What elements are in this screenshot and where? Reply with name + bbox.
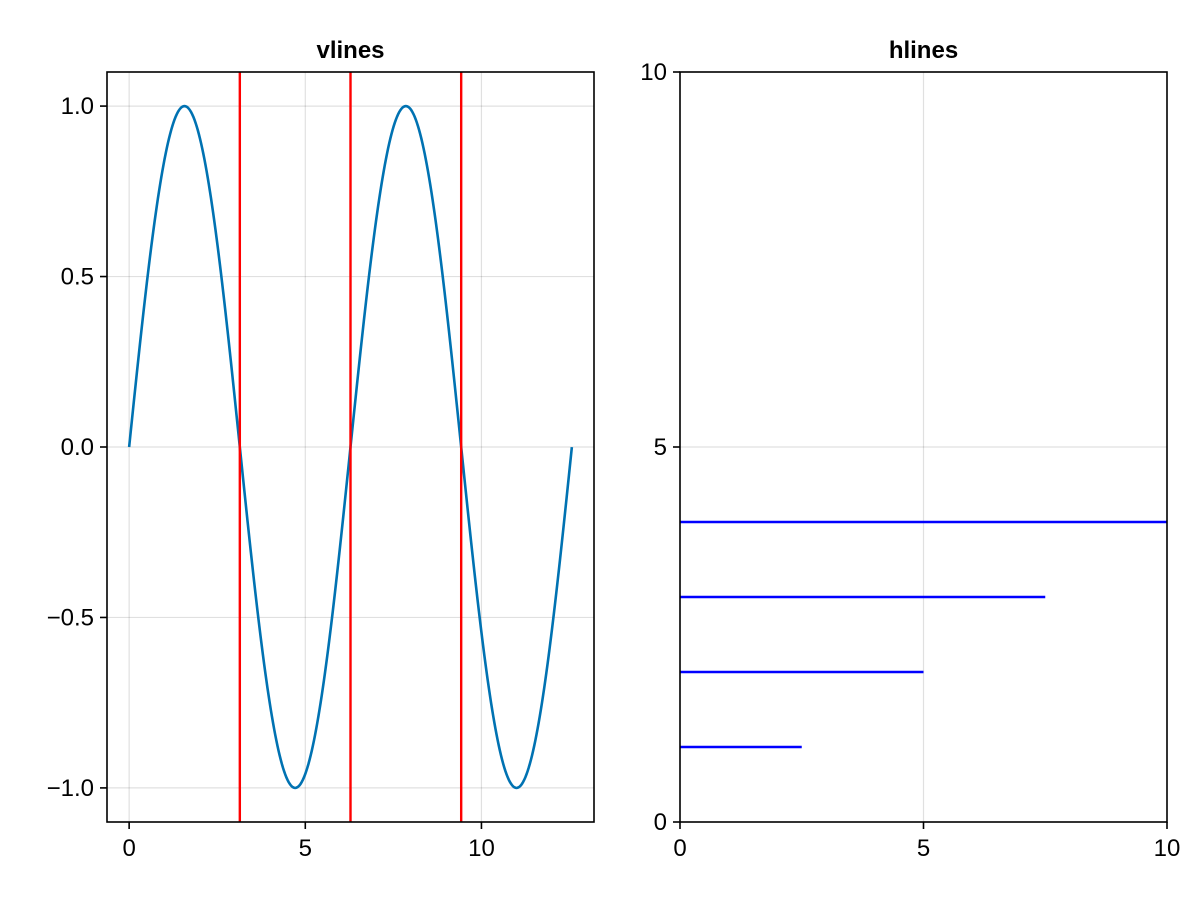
hlines-ytick-label: 0 [654, 809, 667, 836]
vlines-xtick-label: 10 [468, 835, 495, 862]
vlines-ytick-label: −0.5 [47, 604, 94, 631]
hlines-data [680, 520, 1167, 749]
hlines-xtick-label: 0 [673, 835, 686, 862]
hlines-title: hlines [889, 37, 958, 64]
vlines-ytick-label: 0.5 [61, 264, 94, 291]
vlines-data [127, 72, 574, 822]
vlines-ytick-label: 1.0 [61, 93, 94, 120]
vlines-panel: 0 5 10 −1.0 −0.5 0.0 0.5 1.0 vlines [47, 37, 595, 862]
hlines-xtick-label: 5 [917, 835, 930, 862]
hlines-xtick-label: 10 [1154, 835, 1181, 862]
hlines-ytick-label: 5 [654, 434, 667, 461]
vlines-xtick-label: 5 [299, 835, 312, 862]
vlines-ticks: 0 5 10 −1.0 −0.5 0.0 0.5 1.0 [47, 93, 495, 862]
vlines-ytick-label: 0.0 [61, 434, 94, 461]
hlines-ticks: 0 5 10 0 5 10 [640, 59, 1180, 862]
vlines-xtick-label: 0 [122, 835, 135, 862]
hlines-grid [679, 71, 1168, 823]
vlines-title: vlines [316, 37, 384, 64]
hlines-panel: 0 5 10 0 5 10 hlines [640, 37, 1180, 862]
hlines-ytick-label: 10 [640, 59, 667, 86]
vlines-ytick-label: −1.0 [47, 775, 94, 802]
